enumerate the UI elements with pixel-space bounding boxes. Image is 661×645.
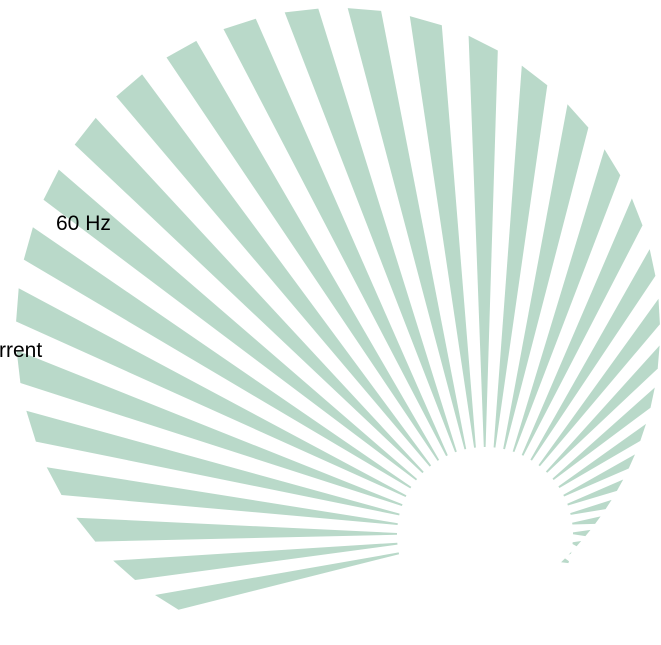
ray <box>16 350 403 506</box>
ray <box>538 298 660 467</box>
sunburst-graphic <box>16 8 660 610</box>
ray <box>568 550 573 555</box>
ray <box>26 410 400 516</box>
ray <box>552 387 655 480</box>
ray <box>46 467 398 525</box>
frequency-text: 60 Hz <box>56 212 111 235</box>
ray <box>561 558 569 564</box>
ray <box>521 198 643 456</box>
ray <box>572 516 601 525</box>
ray <box>116 74 432 467</box>
ray <box>468 35 498 447</box>
ray <box>113 542 398 580</box>
ray <box>347 8 467 450</box>
ray <box>74 117 424 474</box>
ray <box>76 517 398 542</box>
ray <box>503 104 589 450</box>
ray <box>166 40 440 461</box>
ray <box>155 552 400 610</box>
ray <box>545 345 660 473</box>
ray <box>409 16 476 448</box>
ray <box>493 65 548 448</box>
ray <box>512 149 621 452</box>
ray <box>570 499 612 515</box>
current-text: rrent <box>0 339 42 362</box>
ray <box>573 529 591 537</box>
ray <box>558 423 646 488</box>
ray <box>23 227 412 489</box>
ray <box>43 169 418 481</box>
ray <box>563 454 635 497</box>
ray <box>16 288 407 497</box>
ray <box>567 479 624 506</box>
ray <box>284 8 457 453</box>
ray <box>572 541 582 547</box>
ray <box>530 249 656 461</box>
ray <box>223 18 448 457</box>
